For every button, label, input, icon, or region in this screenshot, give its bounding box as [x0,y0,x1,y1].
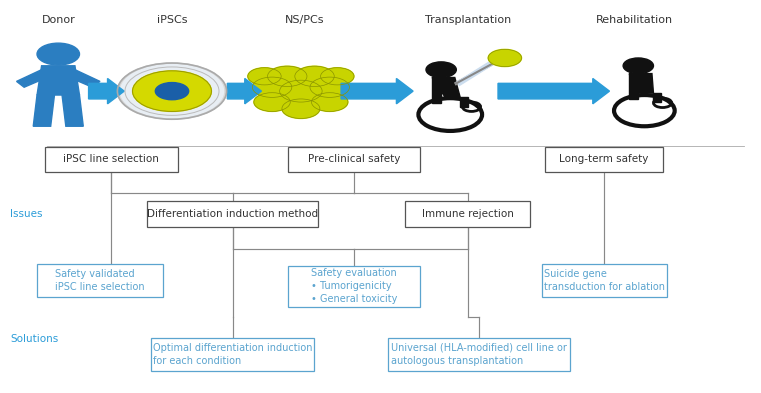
Polygon shape [62,95,83,126]
Circle shape [253,77,291,97]
FancyArrow shape [341,79,413,104]
Bar [288,266,420,307]
Bar [151,338,314,371]
Circle shape [623,58,654,73]
Polygon shape [69,70,100,87]
Polygon shape [37,66,79,95]
Text: Suicide gene
transduction for ablation: Suicide gene transduction for ablation [543,269,664,292]
Text: Transplantation: Transplantation [425,15,511,25]
FancyArrow shape [498,79,610,104]
Text: Safety validated
iPSC line selection: Safety validated iPSC line selection [55,269,145,292]
Polygon shape [432,77,460,97]
Polygon shape [432,77,441,103]
Bar [288,147,420,172]
Bar [405,201,530,227]
Polygon shape [17,70,47,87]
Circle shape [132,71,212,112]
Text: Immune rejection: Immune rejection [422,209,514,219]
FancyArrow shape [88,79,124,104]
Circle shape [282,99,320,118]
Bar [542,264,667,297]
Polygon shape [629,73,654,93]
Circle shape [268,66,307,86]
Text: iPSC line selection: iPSC line selection [63,154,159,164]
Text: Pre-clinical safety: Pre-clinical safety [307,154,400,164]
Circle shape [155,83,189,100]
Circle shape [426,62,457,77]
Circle shape [279,80,322,102]
FancyArrow shape [228,79,262,104]
Circle shape [248,68,281,85]
Circle shape [310,77,349,97]
Text: Universal (HLA-modified) cell line or
autologous transplantation: Universal (HLA-modified) cell line or au… [391,343,567,366]
Bar [388,338,570,371]
Circle shape [117,63,227,119]
Polygon shape [33,95,55,126]
Bar [37,264,163,297]
Bar [148,201,318,227]
Text: Donor: Donor [41,15,75,25]
Bar [45,147,177,172]
Circle shape [120,64,224,118]
Text: Long-term safety: Long-term safety [559,154,649,164]
Text: NS/PCs: NS/PCs [285,15,324,25]
Text: iPSCs: iPSCs [157,15,187,25]
Text: Safety evaluation
• Tumorigenicity
• General toxicity: Safety evaluation • Tumorigenicity • Gen… [310,268,397,305]
Polygon shape [460,97,468,107]
Circle shape [254,93,290,112]
Circle shape [320,68,354,85]
Circle shape [37,43,79,65]
Text: Differentiation induction method: Differentiation induction method [147,209,318,219]
Circle shape [295,66,334,86]
Text: Rehabilitation: Rehabilitation [596,15,673,25]
Text: Issues: Issues [11,209,43,219]
Bar [546,147,663,172]
Circle shape [311,93,348,112]
Text: Optimal differentiation induction
for each condition: Optimal differentiation induction for ea… [153,343,313,366]
Circle shape [488,50,521,66]
Text: Solutions: Solutions [11,334,59,344]
Polygon shape [654,93,661,102]
Polygon shape [629,73,638,99]
